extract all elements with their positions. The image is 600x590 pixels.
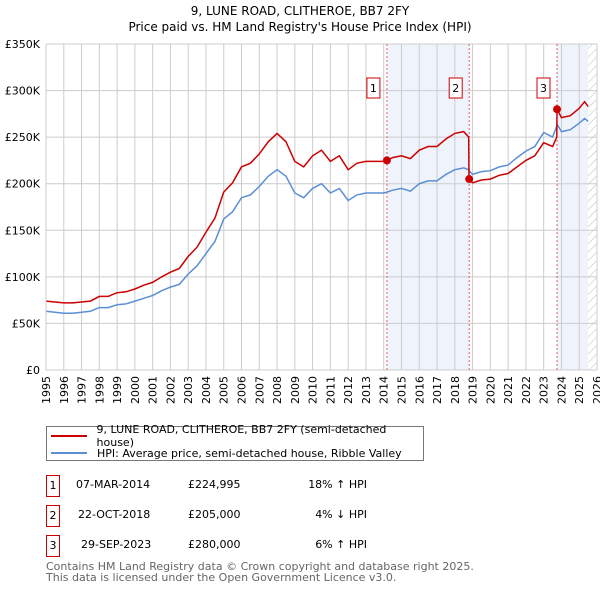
y-tick-label: £200K <box>5 178 41 191</box>
transaction-hpi: 18% ↑ HPI <box>308 478 367 491</box>
x-tick-label: 2017 <box>431 376 444 404</box>
transaction-row: 1 07-MAR-2014 £224,995 18% ↑ HPI <box>46 475 446 497</box>
x-tick-label: 2018 <box>449 376 462 404</box>
x-tick-label: 1997 <box>76 376 89 404</box>
x-tick-label: 2016 <box>413 376 426 404</box>
legend-label: 9, LUNE ROAD, CLITHEROE, BB7 2FY (semi-d… <box>96 423 387 449</box>
marker-badge: 3 <box>46 535 60 557</box>
x-tick-label: 2006 <box>236 376 249 404</box>
sale-badge-label: 3 <box>540 82 547 95</box>
x-tick-label: 2021 <box>502 376 515 404</box>
x-tick-label: 2015 <box>395 376 408 404</box>
marker-badge: 1 <box>46 475 60 497</box>
transaction-row: 3 29-SEP-2023 £280,000 6% ↑ HPI <box>46 535 446 557</box>
x-tick-label: 2001 <box>147 376 160 404</box>
x-tick-label: 2004 <box>200 376 213 404</box>
x-tick-label: 2026 <box>591 376 600 404</box>
y-tick-label: £0 <box>26 364 40 377</box>
sale-badge <box>536 77 551 99</box>
chart-title: 9, LUNE ROAD, CLITHEROE, BB7 2FY <box>190 4 410 18</box>
y-tick-label: £350K <box>5 38 41 51</box>
transaction-price: £224,995 <box>188 478 241 491</box>
transaction-date: 22-OCT-2018 <box>78 508 151 521</box>
x-tick-label: 2005 <box>218 376 231 404</box>
x-tick-label: 2002 <box>164 376 177 404</box>
sale-point <box>553 105 562 114</box>
transaction-hpi: 6% ↑ HPI <box>315 538 367 551</box>
x-tick-label: 2012 <box>342 376 355 404</box>
x-tick-label: 2013 <box>360 376 373 404</box>
x-tick-label: 1996 <box>58 376 71 404</box>
x-tick-label: 2008 <box>271 376 284 404</box>
legend-swatch <box>51 452 87 454</box>
legend-label: HPI: Average price, semi-detached house,… <box>97 446 402 460</box>
transaction-price: £280,000 <box>188 538 241 551</box>
forecast-hatch <box>588 44 597 370</box>
legend-item-hpi: HPI: Average price, semi-detached house,… <box>51 445 402 461</box>
transaction-hpi: 4% ↓ HPI <box>315 508 367 521</box>
x-tick-label: 2011 <box>324 376 337 404</box>
x-tick-label: 2010 <box>307 376 320 404</box>
legend-swatch <box>51 435 87 437</box>
transaction-date: 29-SEP-2023 <box>81 538 152 551</box>
sale-point <box>465 175 474 184</box>
footer-licence: This data is licensed under the Open Gov… <box>46 571 397 584</box>
x-tick-label: 2020 <box>484 376 497 404</box>
transaction-date: 07-MAR-2014 <box>76 478 151 491</box>
x-tick-label: 2014 <box>378 376 391 404</box>
y-tick-label: £50K <box>12 317 41 330</box>
legend-item-property: 9, LUNE ROAD, CLITHEROE, BB7 2FY (semi-d… <box>51 423 423 449</box>
series-line <box>45 100 589 304</box>
transaction-row: 2 22-OCT-2018 £205,000 4% ↓ HPI <box>46 505 446 527</box>
x-tick-label: 2009 <box>289 376 302 404</box>
sale-badge-label: 1 <box>370 82 377 95</box>
sale-badge <box>448 77 463 99</box>
sale-point <box>382 156 391 165</box>
y-tick-label: £250K <box>5 131 41 144</box>
transaction-price: £205,000 <box>188 508 241 521</box>
footer: Contains HM Land Registry data © Crown c… <box>46 561 474 583</box>
series-line <box>45 117 589 314</box>
x-tick-label: 1995 <box>40 376 53 404</box>
x-tick-label: 2023 <box>538 376 551 404</box>
x-tick-label: 1998 <box>93 376 106 404</box>
x-tick-label: 2024 <box>555 376 568 404</box>
x-tick-label: 2003 <box>182 376 195 404</box>
y-tick-label: £100K <box>5 271 41 284</box>
x-tick-label: 2007 <box>253 376 266 404</box>
sale-badge <box>366 77 381 99</box>
legend: 9, LUNE ROAD, CLITHEROE, BB7 2FY (semi-d… <box>46 423 424 461</box>
y-tick-label: £150K <box>5 224 41 237</box>
price-chart: 1995 1996 1997 1998 1999 2000 2001 2002 2003 2004… <box>5 38 600 404</box>
footer-copyright: Contains HM Land Registry data © Crown c… <box>46 560 474 573</box>
x-tick-label: 1999 <box>111 376 124 404</box>
x-tick-label: 2000 <box>129 376 142 404</box>
x-tick-label: 2025 <box>573 376 586 404</box>
sale-badge-label: 2 <box>452 82 459 95</box>
x-tick-label: 2022 <box>520 376 533 404</box>
x-tick-label: 2019 <box>467 376 480 404</box>
chart-subtitle: Price paid vs. HM Land Registry's House … <box>128 20 472 34</box>
marker-badge: 2 <box>46 505 60 527</box>
shaded-region <box>557 44 589 370</box>
y-tick-label: £300K <box>5 85 41 98</box>
